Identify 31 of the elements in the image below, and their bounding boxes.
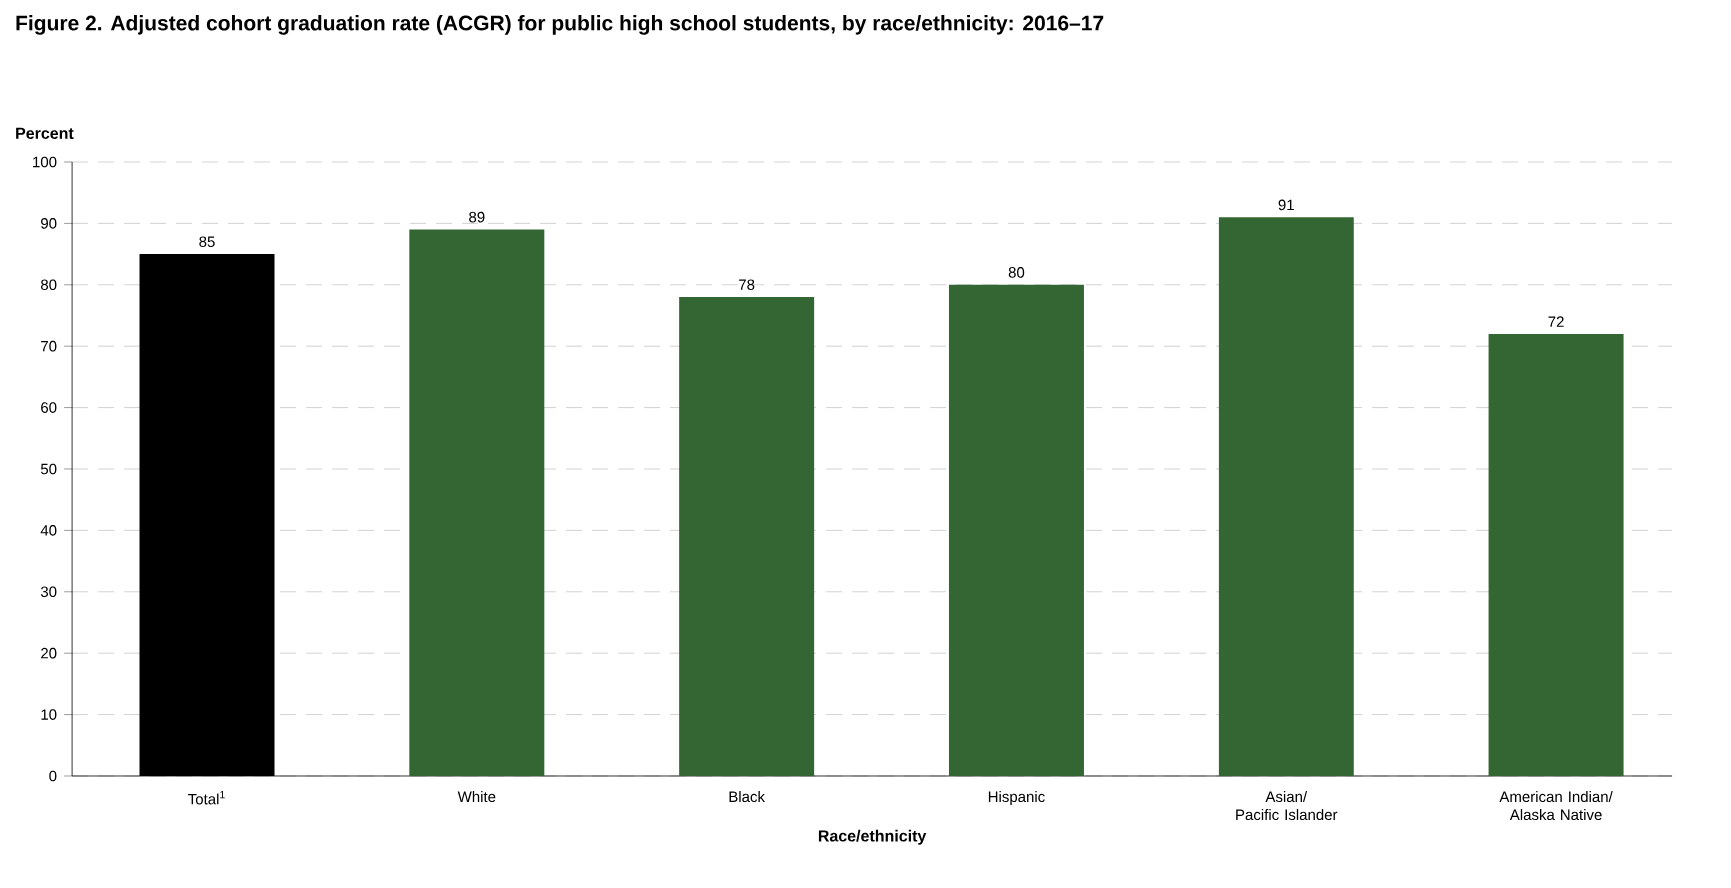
x-tick-label: Hispanic [988,791,1045,806]
data-label: 89 [469,211,485,223]
data-label: 91 [1278,199,1294,211]
x-tick-label: American Indian/ Alaska Native [1499,791,1613,821]
y-tick-label: 10 [41,709,57,720]
y-tick-label: 20 [41,647,57,659]
y-tick-label: 0 [49,770,57,782]
y-tick-label: 30 [40,586,57,598]
y-tick-label: 80 [41,279,57,291]
y-tick-label: 50 [40,463,57,475]
data-label: 78 [739,279,755,291]
data-label: 85 [199,236,215,248]
x-tick-label: Total$^{1}$ [188,791,225,805]
bar [1488,333,1624,776]
chart-title: Figure 2. Adjusted cohort graduation rate (ACGR) for public high school students, by race/ethnicity: 2016–17 [16,15,1104,35]
y-tick-label: 90 [41,218,57,229]
y-axis-title: Percent [16,127,74,139]
bar [1218,217,1354,776]
y-tick-label: 40 [40,525,57,536]
y-tick-label: 70 [41,340,57,352]
bar [679,297,815,776]
data-label: 80 [1008,267,1025,278]
x-tick-label: Asian/ Pacific Islander [1236,791,1338,821]
x-tick-label: White [457,791,496,803]
x-tick-label: Black [729,791,765,803]
y-tick-label: 100 [33,156,57,168]
x-axis-title: Race/ethnicity [818,829,927,845]
bar [948,284,1084,776]
data-label: 72 [1548,316,1564,327]
y-tick-label: 60 [41,402,57,413]
bar [409,229,545,776]
